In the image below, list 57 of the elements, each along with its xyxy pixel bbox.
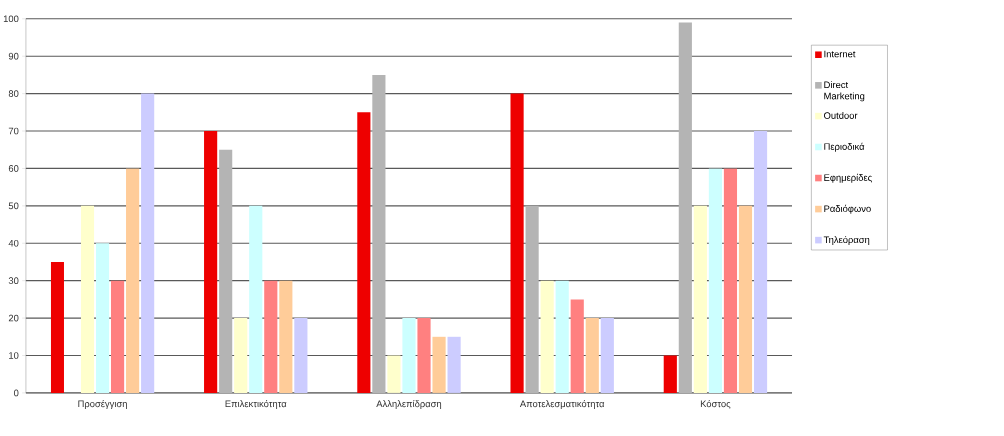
- bar: [600, 318, 614, 393]
- bar: [417, 318, 431, 393]
- bar: [110, 280, 125, 393]
- x-tick-label: Αποτελεσματικότητα: [519, 399, 605, 409]
- y-tick-label: 40: [8, 239, 19, 247]
- legend-label: Εφημερίδες: [824, 173, 872, 183]
- legend-label: Περιοδικά: [824, 142, 865, 152]
- bar: [279, 280, 293, 393]
- bar: [126, 168, 140, 393]
- bar: [753, 130, 768, 393]
- legend-label: Internet: [824, 50, 856, 58]
- bar: [219, 149, 233, 393]
- bar: [678, 22, 692, 393]
- bar: [387, 355, 401, 393]
- bar: [372, 74, 386, 393]
- y-tick-label: 0: [13, 389, 19, 397]
- bar: [723, 168, 738, 393]
- bar: [738, 205, 753, 393]
- bar: [294, 318, 308, 393]
- bar: [663, 355, 677, 393]
- bar: [570, 299, 584, 393]
- legend-label: Direct Marketing: [824, 81, 865, 102]
- y-tick-label: 50: [8, 202, 19, 210]
- bar: [357, 112, 371, 393]
- bar: [264, 280, 278, 393]
- bar: [95, 243, 110, 393]
- x-tick-label: Προσέγγιση: [78, 399, 127, 409]
- y-tick-label: 90: [8, 52, 19, 60]
- y-tick-label: 60: [8, 165, 19, 172]
- y-tick-label: 100: [3, 15, 19, 23]
- bar: [249, 205, 263, 393]
- bar: [555, 280, 569, 393]
- legend-label: Τηλεόραση: [823, 235, 870, 245]
- bar: [432, 336, 446, 393]
- bar: [585, 318, 599, 393]
- y-tick-label: 30: [8, 277, 19, 284]
- x-tick-label: Κόστος: [700, 399, 731, 409]
- bar: [540, 280, 554, 393]
- y-tick-label: 70: [8, 127, 19, 135]
- bar: [141, 93, 155, 393]
- y-tick-label: 80: [8, 90, 19, 97]
- x-tick-label: Επιλεκτικότητα: [225, 399, 287, 409]
- bar: [510, 93, 524, 393]
- y-tick-label: 10: [9, 352, 19, 359]
- bar: [234, 318, 248, 393]
- bar: [447, 336, 461, 393]
- bar: [402, 318, 416, 393]
- bar: [693, 205, 707, 393]
- x-tick-label: Αλληλεπίδραση: [376, 399, 442, 409]
- bar: [525, 205, 539, 393]
- y-tick-label: 20: [8, 314, 19, 322]
- bar: [708, 168, 722, 393]
- legend-label: Outdoor: [824, 111, 858, 119]
- legend-label: Ραδιόφωνο: [824, 204, 871, 214]
- bar: [50, 261, 64, 393]
- bar: [204, 130, 218, 393]
- bar: [80, 205, 95, 393]
